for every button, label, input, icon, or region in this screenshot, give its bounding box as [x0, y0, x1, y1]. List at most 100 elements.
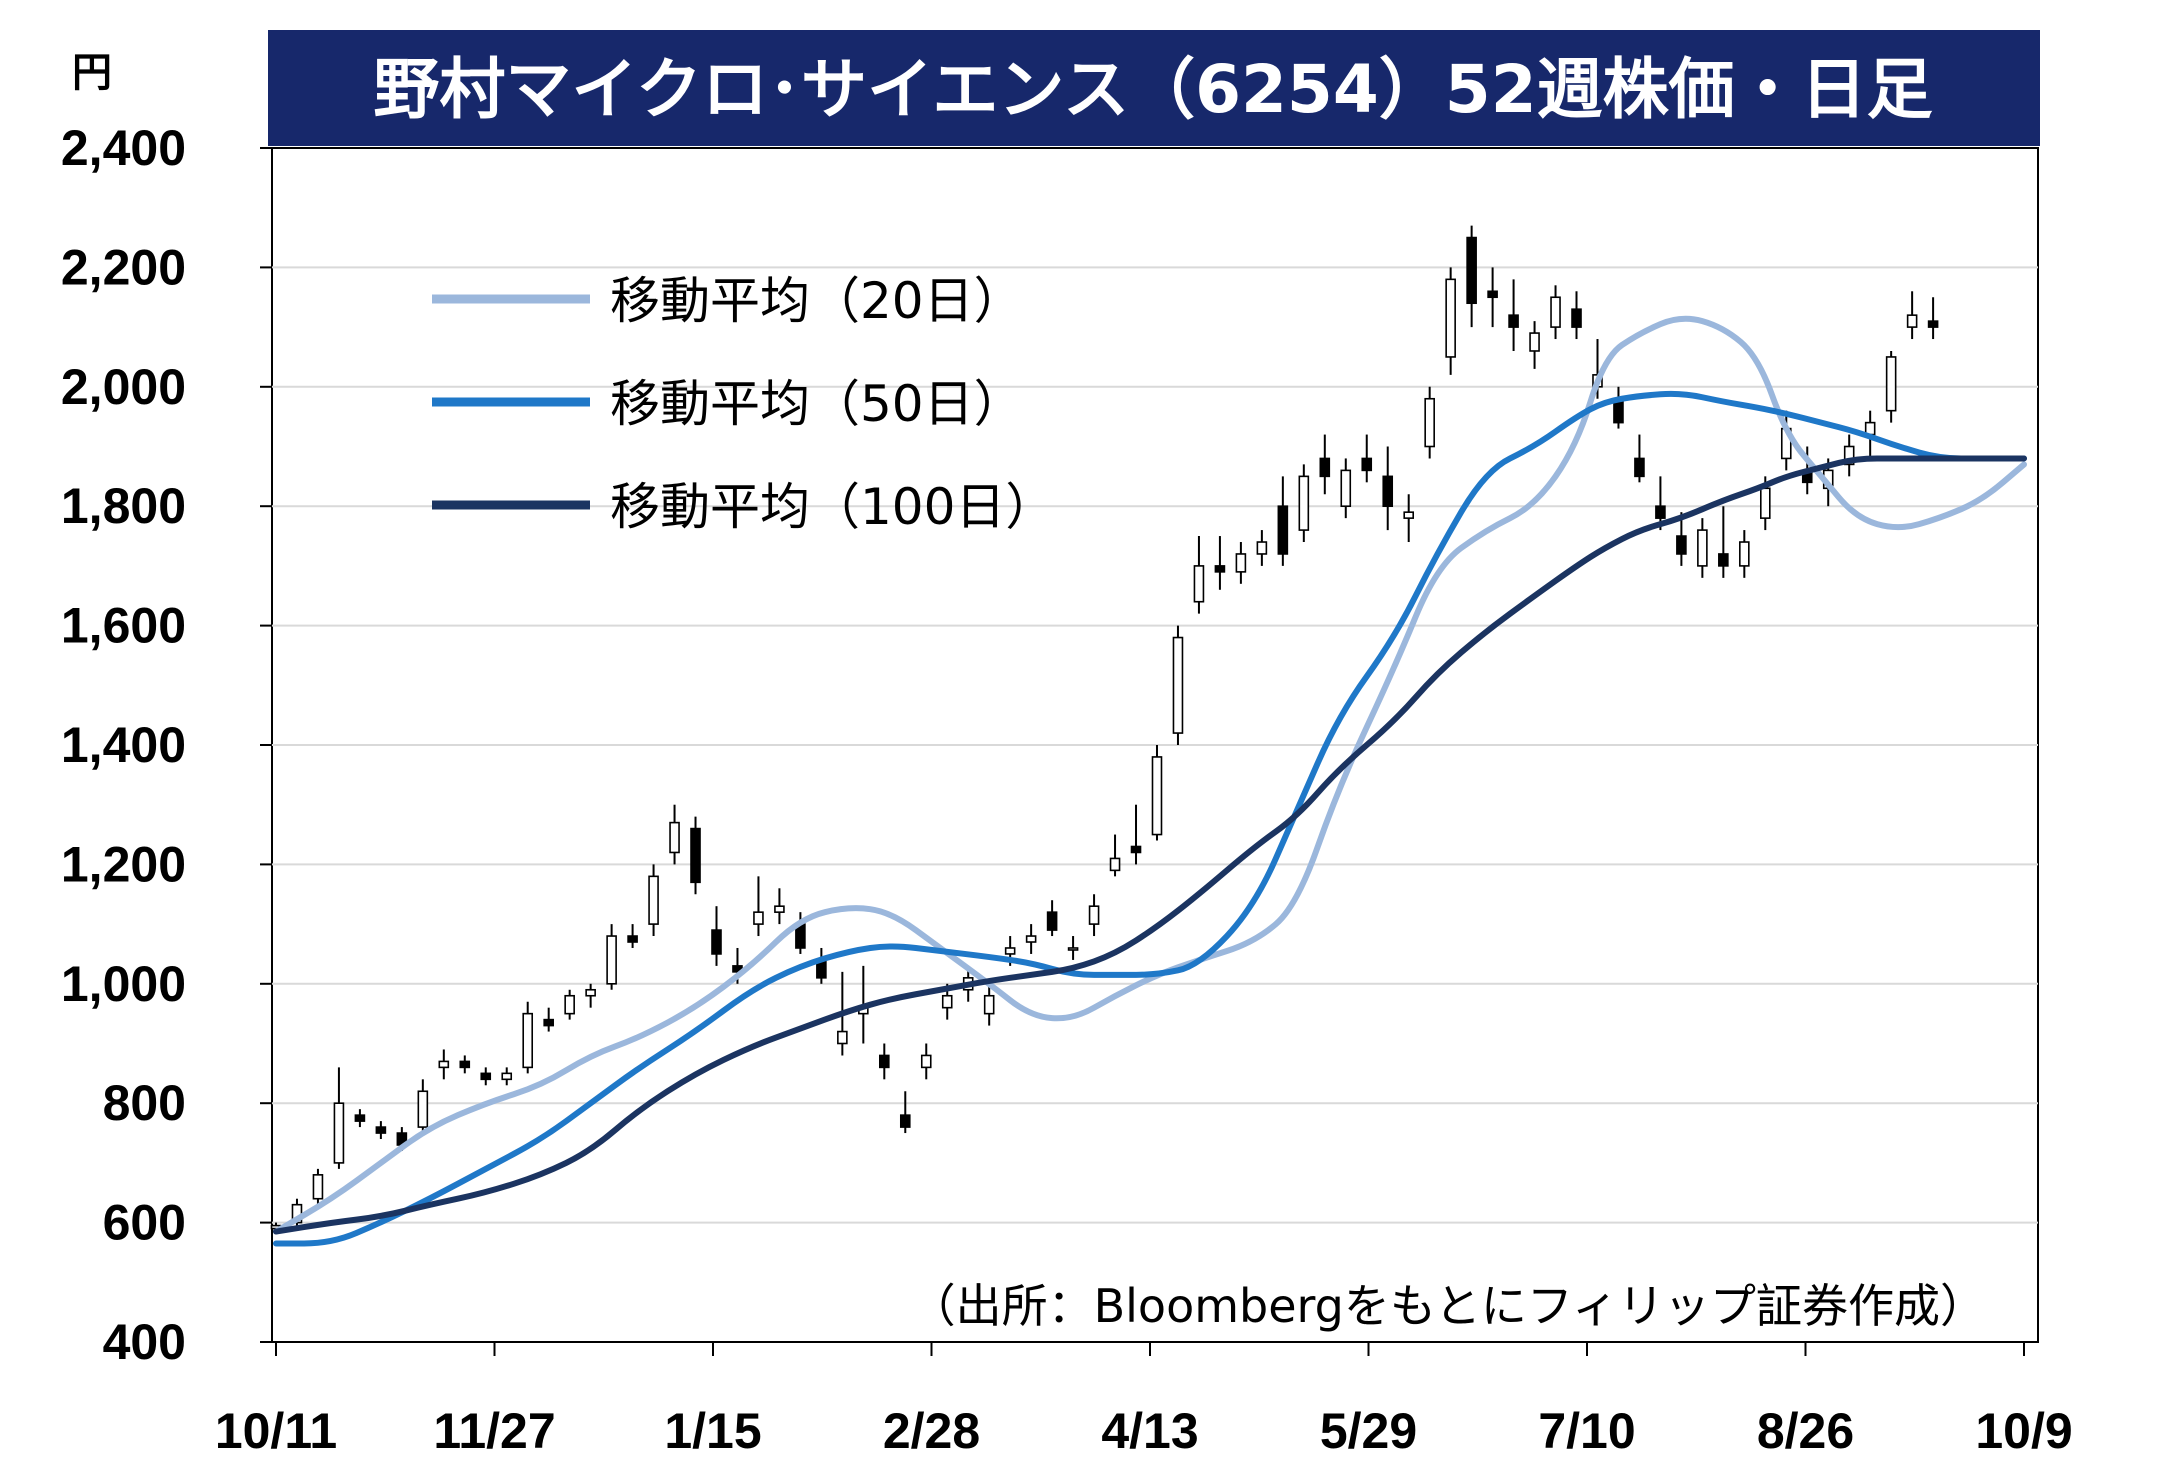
candle-body	[585, 988, 596, 997]
x-tick-label: 7/10	[1538, 1403, 1635, 1459]
candle-body	[648, 875, 659, 925]
candle-body	[1906, 314, 1918, 328]
candle-body	[564, 994, 575, 1015]
y-tick-label: 2,400	[61, 120, 186, 176]
candle-body	[606, 935, 617, 985]
candle-body	[690, 827, 701, 884]
candle-body	[1298, 475, 1310, 531]
legend-label-ma20: 移動平均（20日）	[610, 272, 1024, 330]
legend-label-ma100: 移動平均（100日）	[610, 478, 1055, 536]
candle-body	[1319, 457, 1331, 478]
candle-body	[711, 929, 722, 955]
candle-body	[899, 1114, 911, 1128]
ma20-line	[273, 315, 2027, 1235]
candle-body	[1571, 308, 1582, 328]
chart-title: 野村マイクロ･サイエンス（6254）52週株価・日足	[373, 51, 1932, 128]
y-tick-label: 1,000	[61, 956, 186, 1012]
x-tick-label: 2/28	[883, 1403, 980, 1459]
moving-average-lines	[273, 315, 2027, 1247]
candle-body	[1235, 553, 1247, 573]
candle-body	[1843, 445, 1855, 466]
candle-body	[1214, 565, 1226, 573]
candle-body	[1025, 935, 1037, 943]
y-tick-label: 1,600	[61, 598, 186, 654]
title-banner	[268, 30, 2040, 146]
candle-body	[1067, 947, 1079, 951]
candle-body	[1046, 911, 1058, 931]
candle-body	[1109, 857, 1121, 872]
candle-body	[1193, 565, 1205, 603]
candle-body	[1655, 505, 1666, 519]
x-tick-label: 10/11	[215, 1403, 337, 1459]
candle-body	[1340, 469, 1352, 508]
y-tick-label: 2,200	[61, 239, 186, 295]
candle-body	[1088, 905, 1100, 925]
x-tick-label: 1/15	[664, 1403, 761, 1459]
candle-body	[879, 1054, 890, 1069]
candle-body	[1361, 457, 1373, 472]
candle-body	[543, 1018, 554, 1027]
candle-body	[941, 994, 953, 1009]
candle-body	[1277, 505, 1289, 555]
y-tick-label: 800	[103, 1075, 186, 1131]
ma100-line	[273, 455, 2027, 1235]
candle-body	[1739, 541, 1750, 567]
candle-body	[669, 821, 680, 854]
candle-body	[1445, 278, 1456, 358]
candle-body	[501, 1072, 513, 1081]
candle-body	[837, 1030, 848, 1045]
candle-body	[1151, 756, 1163, 836]
y-tick-label: 1,400	[61, 717, 186, 773]
candle-body	[627, 935, 638, 943]
candle-body	[480, 1072, 492, 1081]
candle-body	[1130, 845, 1142, 854]
y-tick-label: 400	[103, 1314, 186, 1370]
candle-body	[1550, 296, 1561, 328]
candle-body	[1256, 541, 1268, 555]
x-tick-label: 4/13	[1101, 1403, 1198, 1459]
candle-body	[1424, 397, 1435, 448]
candle-body	[522, 1012, 534, 1069]
y-unit-label: 円	[72, 50, 112, 96]
gridlines	[272, 266, 2038, 1224]
candle-body	[1759, 487, 1771, 519]
y-tick-label: 1,200	[61, 836, 186, 892]
candle-body	[417, 1090, 429, 1128]
x-tick-label: 5/29	[1320, 1403, 1417, 1459]
candle-body	[920, 1054, 932, 1069]
source-note: （出所：Bloombergをもとにフィリップ証券作成）	[910, 1279, 1986, 1333]
candle-body	[1529, 332, 1540, 352]
legend-label-ma50: 移動平均（50日）	[610, 375, 1024, 433]
candle-body	[438, 1060, 450, 1069]
candle-body	[753, 911, 764, 925]
candle-body	[1927, 320, 1939, 328]
candle-body	[1508, 314, 1519, 328]
candle-body	[1004, 947, 1016, 955]
x-tick-label: 10/9	[1975, 1403, 2072, 1459]
candle-body	[774, 905, 785, 913]
candle-body	[1487, 290, 1498, 299]
x-axis-ticks: 10/11 11/27 1/15 2/28 4/13 5/29 7/10 8/26 10/9	[215, 1342, 2073, 1459]
candlesticks	[270, 225, 1939, 1232]
y-tick-label: 600	[103, 1195, 186, 1251]
candle-body	[1718, 553, 1729, 567]
candle-body	[1466, 236, 1477, 305]
ma50-line	[273, 390, 2027, 1247]
candle-body	[1885, 356, 1897, 412]
candle-body	[312, 1174, 324, 1200]
y-tick-label: 2,000	[61, 359, 186, 415]
y-tick-label: 1,800	[61, 478, 186, 534]
candle-body	[333, 1102, 345, 1164]
candle-body	[1403, 511, 1415, 519]
candle-body	[1676, 535, 1687, 555]
candle-body	[354, 1114, 366, 1122]
candle-body	[1382, 475, 1394, 508]
candle-body	[459, 1060, 471, 1069]
legend: 移動平均（20日） 移動平均（50日） 移動平均（100日）	[432, 272, 1055, 536]
candle-body	[1172, 636, 1184, 734]
candle-body	[1697, 529, 1708, 567]
candle-body	[375, 1126, 387, 1134]
x-tick-label: 11/27	[433, 1403, 555, 1459]
candle-body	[983, 994, 995, 1015]
